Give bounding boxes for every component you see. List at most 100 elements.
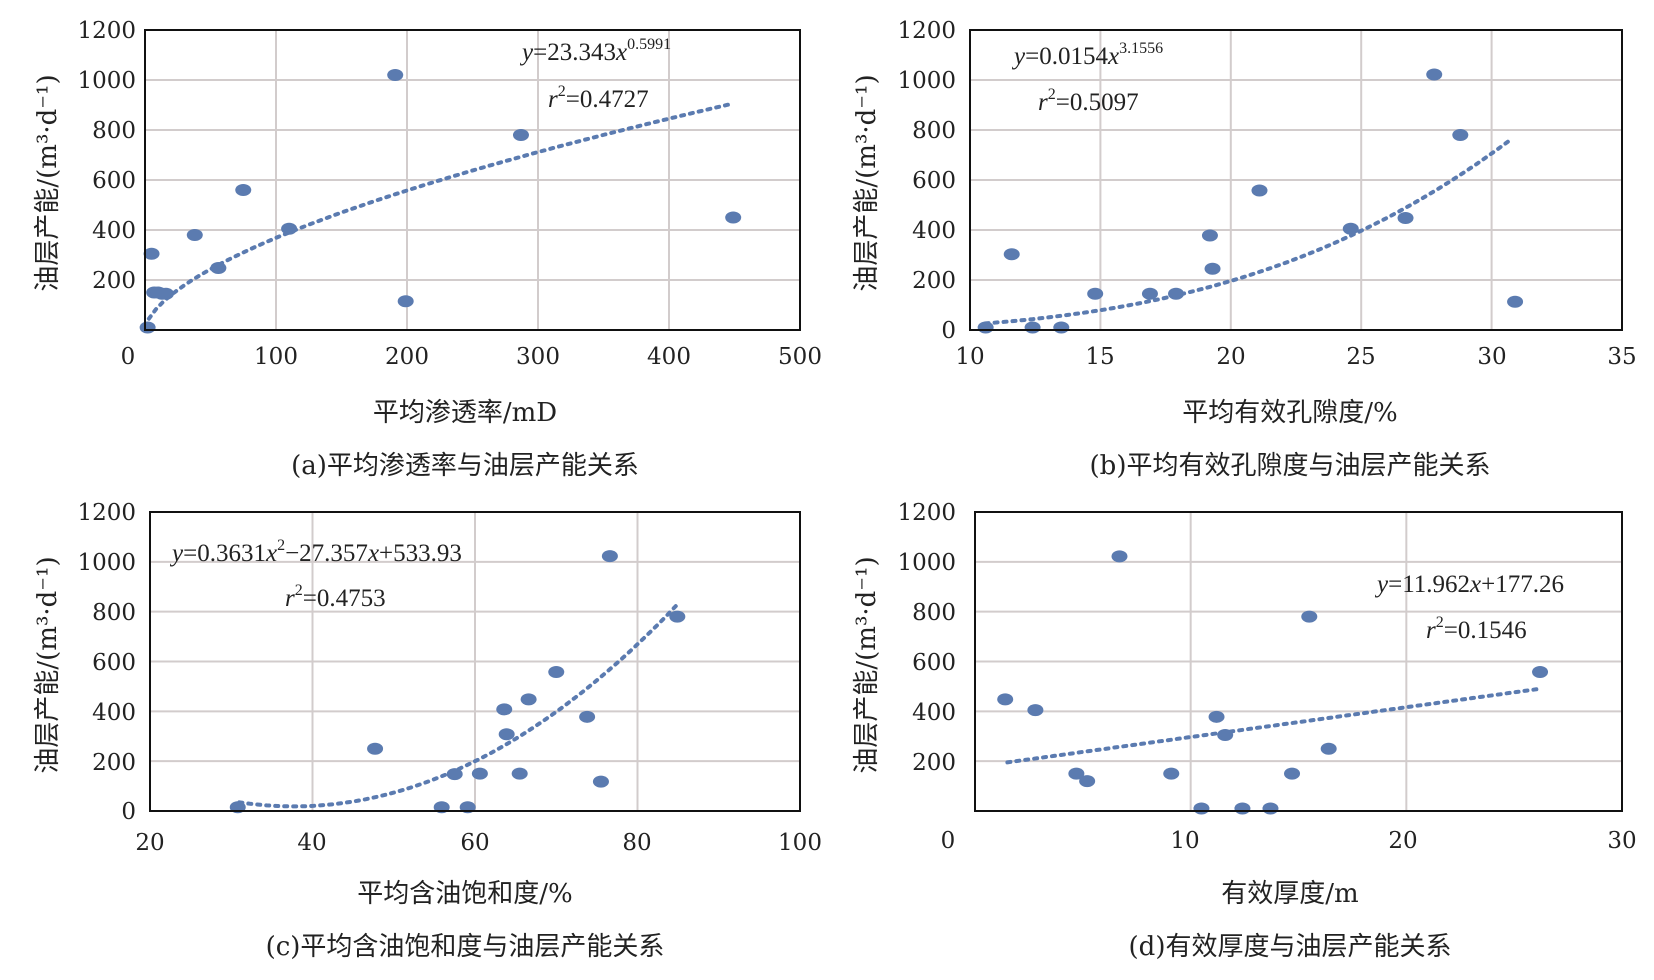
panel-d-data-point: [1234, 802, 1251, 815]
panel-c-ytick: 600: [92, 650, 136, 676]
panel-c-points: [229, 550, 686, 814]
panel-b-ytick: 200: [912, 268, 956, 294]
panel-a-ytick: 400: [92, 218, 136, 244]
panel-c-xtick: 80: [622, 830, 651, 856]
panel-d-x-axis-label: 有效厚度/m: [1221, 879, 1358, 909]
panel-d-data-point: [1262, 802, 1279, 815]
panel-b-trendline: [983, 138, 1512, 326]
panel-b-r-squared: r2=0.5097: [1038, 86, 1139, 116]
panel-a-y-axis-label: 油层产能/(m³·d⁻¹): [33, 74, 63, 291]
panel-c-ytick: 200: [92, 750, 136, 776]
panel-a-xtick: 300: [516, 344, 560, 370]
panel-a-data-point: [157, 287, 174, 300]
panel-a-data-point: [143, 247, 160, 260]
panel-c-data-point: [496, 703, 513, 716]
panel-c-y-axis-label: 油层产能/(m³·d⁻¹): [33, 556, 63, 773]
panel-c-data-point: [511, 767, 528, 780]
panel-d-ytick: 800: [912, 600, 956, 626]
panel-d-xtick: 10: [1170, 828, 1199, 854]
panel-a-trendline: [146, 102, 730, 321]
panel-d-ytick: 400: [912, 700, 956, 726]
panel-a-data-point: [387, 69, 404, 81]
panel-b-xtick: 10: [955, 344, 984, 370]
panel-a-caption: (a)平均渗透率与油层产能关系: [291, 451, 639, 481]
panel-a-grid: [145, 30, 800, 330]
panel-b-ytick: 1000: [897, 68, 956, 94]
panel-c-data-point: [471, 767, 488, 780]
panel-d-trendline: [1005, 686, 1542, 765]
panel-b-xtick: 30: [1477, 344, 1506, 370]
panel-b-data-point: [1024, 321, 1041, 334]
panel-b: 1200 1000 800 600 400 200 0 10 15 20 25 …: [852, 18, 1637, 481]
panel-d-data-point: [1301, 610, 1318, 623]
panel-d-data-point: [1217, 729, 1234, 742]
panel-c-grid: [150, 512, 800, 811]
panel-c-data-point: [601, 550, 618, 563]
panel-b-frame: [969, 29, 1623, 331]
panel-d-data-point: [1111, 550, 1128, 563]
panel-b-data-point: [1053, 321, 1070, 334]
panel-c-xtick: 60: [460, 830, 489, 856]
panel-d-frame: [974, 511, 1623, 812]
panel-a-xtick: 500: [778, 344, 822, 370]
panel-a-data-point: [512, 129, 529, 141]
panel-a: 1200 1000 800 600 400 200 0 100 200 300 …: [33, 18, 822, 481]
panel-c-ytick: 400: [92, 700, 136, 726]
panel-c-equation: y=0.3631x2−27.357x+533.93: [169, 537, 462, 567]
panel-c-data-point: [669, 610, 686, 623]
panel-a-data-point: [725, 211, 742, 224]
panel-a-ytick: 1000: [77, 68, 136, 94]
panel-a-data-point: [210, 262, 227, 274]
panel-c-xtick: 40: [297, 830, 326, 856]
panel-a-r-squared: r2=0.4727: [548, 83, 649, 113]
panel-b-xtick: 35: [1607, 344, 1636, 370]
panel-a-data-point: [235, 184, 252, 196]
panel-b-data-point: [1342, 222, 1359, 235]
panel-c-r-squared: r2=0.4753: [285, 582, 386, 612]
panel-b-data-point: [1251, 184, 1268, 197]
panel-a-xtick: 0: [121, 344, 136, 370]
panel-b-data-point: [977, 321, 994, 334]
panel-a-xtick: 100: [254, 344, 298, 370]
panel-b-y-axis-label: 油层产能/(m³·d⁻¹): [852, 74, 882, 291]
panel-c-data-point: [548, 665, 565, 678]
panel-d-data-point: [1193, 802, 1210, 815]
panel-d-xtick: 0: [941, 828, 956, 854]
panel-b-caption: (b)平均有效孔隙度与油层产能关系: [1090, 451, 1491, 481]
panel-b-equation: y=0.0154x3.1556: [1011, 40, 1163, 70]
panel-c-ytick: 1200: [77, 500, 136, 526]
panel-c-data-point: [592, 775, 609, 788]
panel-d-data-point: [1027, 704, 1044, 717]
panel-b-xtick: 20: [1216, 344, 1245, 370]
panel-b-data-point: [1141, 287, 1158, 300]
panel-a-frame: [144, 29, 801, 331]
panel-b-data-point: [1201, 229, 1218, 242]
panel-c-caption: (c)平均含油饱和度与油层产能关系: [266, 932, 665, 962]
panel-b-ytick: 400: [912, 218, 956, 244]
panel-c-x-axis-label: 平均含油饱和度/%: [357, 879, 572, 909]
panel-a-data-point: [397, 295, 414, 308]
panel-c-data-point: [367, 742, 384, 755]
panel-b-data-point: [1003, 248, 1020, 261]
panel-d-data-point: [1068, 767, 1085, 780]
panel-c-data-point: [498, 728, 515, 741]
panel-a-data-point: [139, 321, 156, 334]
panel-c: 1200 1000 800 600 400 200 0 20 40 60 80 …: [33, 500, 822, 962]
panel-d-grid: [975, 512, 1622, 811]
panel-b-data-point: [1087, 287, 1104, 300]
panel-b-xtick: 15: [1085, 344, 1114, 370]
panel-d: 1200 1000 800 600 400 200 0 10 20 30 油层产…: [852, 500, 1637, 962]
panel-a-ytick: 1200: [77, 18, 136, 44]
panel-a-points: [139, 69, 742, 334]
panel-d-data-point: [1163, 767, 1180, 780]
panel-b-data-point: [1204, 262, 1221, 275]
panel-d-data-point: [997, 693, 1014, 706]
panel-b-data-point: [1426, 68, 1443, 81]
panel-d-ytick: 600: [912, 650, 956, 676]
panel-c-xtick: 20: [135, 830, 164, 856]
panel-c-data-point: [520, 693, 537, 706]
panel-d-y-axis-label: 油层产能/(m³·d⁻¹): [852, 556, 882, 773]
panel-d-xtick: 20: [1388, 828, 1417, 854]
panel-b-ytick: 1200: [897, 18, 956, 44]
